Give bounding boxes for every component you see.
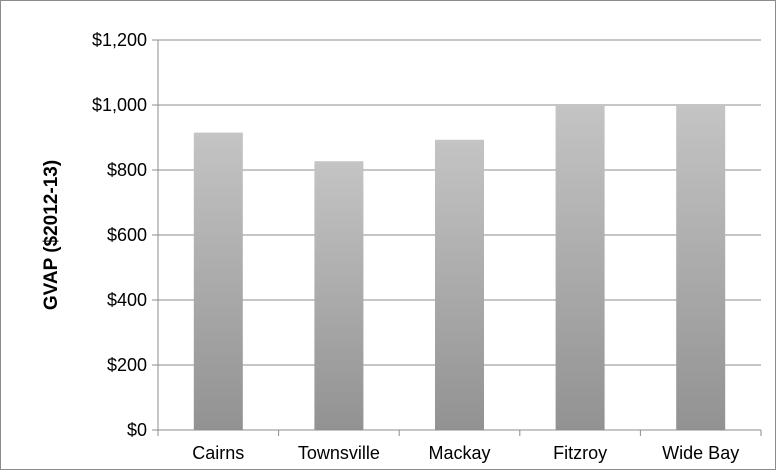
x-tick-label: Fitzroy [553, 443, 607, 463]
y-tick-label: $1,000 [92, 95, 147, 115]
x-tick-label: Townsville [298, 443, 380, 463]
x-tick-label: Mackay [428, 443, 490, 463]
labels: $0 $200 $400 $600 $800 $1,000 $1,200 Cairns Town… [92, 30, 739, 463]
bars [193, 105, 726, 430]
bar-fitzroy [555, 105, 605, 430]
y-axis-title: GVAP ($2012-13) [41, 160, 62, 310]
y-tick-label: $1,200 [92, 30, 147, 50]
bar-wide-bay [676, 105, 726, 430]
bar-cairns [193, 132, 243, 430]
x-tick-label: Wide Bay [662, 443, 739, 463]
bar-townsville [314, 161, 364, 430]
y-tick-label: $400 [107, 290, 147, 310]
axes [152, 39, 762, 436]
y-tick-label: $600 [107, 225, 147, 245]
y-tick-label: $0 [127, 420, 147, 440]
y-tick-label: $800 [107, 160, 147, 180]
y-tick-label: $200 [107, 355, 147, 375]
x-tick-label: Cairns [192, 443, 244, 463]
bar-mackay [435, 139, 484, 430]
